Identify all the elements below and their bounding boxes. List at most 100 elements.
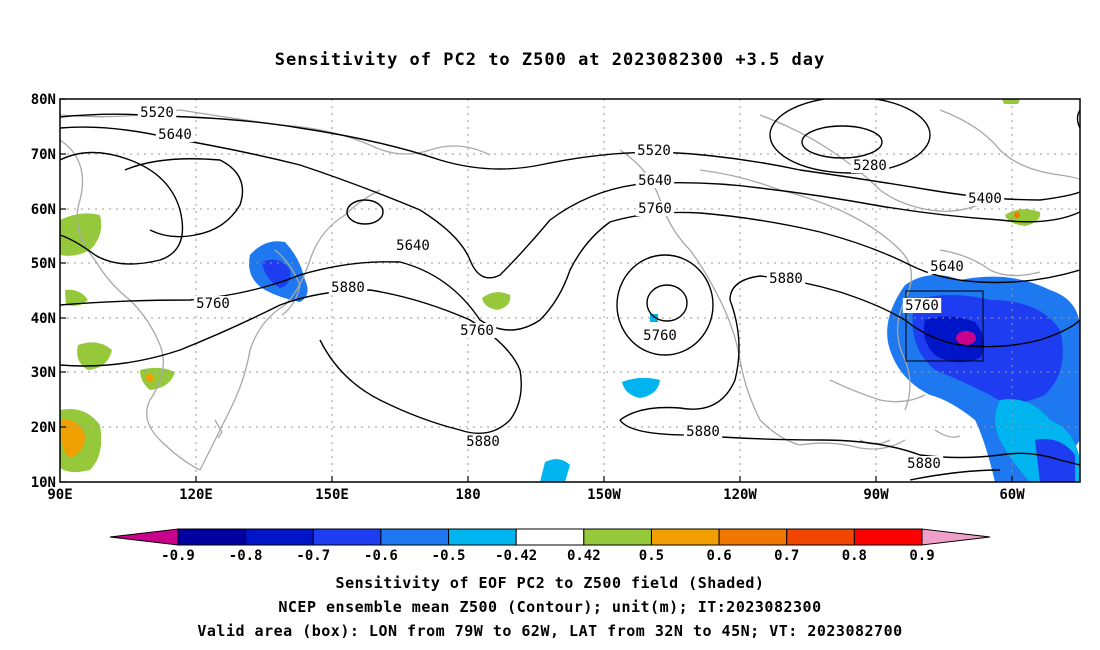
valid-area-box	[905, 290, 984, 362]
contour-low-5760-outer	[616, 254, 714, 356]
contour-low-5280-inner	[801, 125, 883, 159]
contour-label: 5640	[155, 127, 195, 143]
lon-tick-label: 90W	[863, 487, 889, 503]
svg-text:5760: 5760	[460, 323, 494, 339]
lat-tick-label: 30N	[31, 365, 56, 381]
contour-label: 5400	[965, 191, 1005, 207]
svg-text:5640: 5640	[396, 238, 430, 254]
colorbar-box	[583, 528, 652, 546]
contour-label: 5880	[463, 434, 503, 450]
page-title: Sensitivity of PC2 to Z500 at 2023082300…	[274, 50, 826, 70]
colorbar-label: 0.7	[774, 548, 799, 564]
contour-label: 5640	[927, 259, 967, 275]
contour-label: 5640	[393, 238, 433, 254]
colorbar-label: 0.5	[639, 548, 664, 564]
shade-atlantic-core	[923, 316, 984, 363]
caption-line-2: NCEP ensemble mean Z500 (Contour); unit(…	[278, 598, 822, 616]
lat-tick-label: 10N	[31, 475, 56, 491]
colorbar-label: 0.6	[706, 548, 731, 564]
lon-tick-label: 150W	[587, 487, 621, 503]
lon-tick-label: 90E	[47, 487, 72, 503]
lat-tick-label: 20N	[31, 420, 56, 436]
axis-ticks	[60, 98, 1013, 483]
svg-text:5280: 5280	[853, 158, 887, 174]
colorbar-label: -0.9	[161, 548, 195, 564]
contour-5640-loop	[124, 158, 244, 238]
colorbar-box	[515, 528, 585, 546]
colorbar-label: -0.8	[229, 548, 263, 564]
contour-low-5280-outer	[769, 99, 931, 174]
svg-text:5640: 5640	[638, 173, 672, 189]
lon-axis: 90E 120E 150E 180 150W 120W 90W 60W	[47, 487, 1025, 503]
contour-label: 5760	[193, 296, 233, 312]
plot-frame	[59, 98, 1081, 483]
colorbar-box	[245, 528, 314, 546]
contour-label: 5280	[850, 158, 890, 174]
contour-label: 5760	[457, 323, 497, 339]
svg-text:5520: 5520	[140, 105, 174, 121]
svg-text:5880: 5880	[331, 280, 365, 296]
colorbar-box	[718, 528, 788, 546]
contour-label: 5520	[137, 105, 177, 121]
colorbar-box	[177, 528, 247, 546]
contour-5640-north	[60, 126, 1080, 279]
svg-text:5880: 5880	[769, 271, 803, 287]
colorbar-box	[853, 528, 923, 546]
contour-5880	[60, 289, 522, 434]
svg-text:5640: 5640	[158, 127, 192, 143]
colorbar-label: -0.6	[364, 548, 398, 564]
colorbar-label: -0.5	[432, 548, 466, 564]
colorbar-box	[448, 528, 517, 546]
lat-tick-label: 60N	[31, 202, 56, 218]
lat-tick-label: 40N	[31, 311, 56, 327]
contour-labels: 5520 5640 5520 5280 5400 5640 5760 5640 5640 5760…	[137, 105, 1005, 472]
contour-low-5760-inner	[646, 284, 688, 322]
contour-5760-main	[60, 211, 1080, 331]
lat-tick-label: 70N	[31, 147, 56, 163]
svg-text:5640: 5640	[930, 259, 964, 275]
svg-text:5880: 5880	[686, 424, 720, 440]
colorbar-box	[312, 528, 382, 546]
contour-label: 5520	[634, 143, 674, 159]
svg-text:5760: 5760	[905, 298, 939, 314]
contour-label: 5760	[902, 298, 942, 314]
svg-text:5880: 5880	[466, 434, 500, 450]
shade-atlantic-peak	[956, 331, 976, 345]
contour-5520	[60, 113, 1080, 201]
contour-5760	[60, 151, 184, 265]
svg-text:5400: 5400	[968, 191, 1002, 207]
colorbar: -0.9 -0.8 -0.7 -0.6 -0.5 -0.42 0.42 0.5 0.6 0.7 0.…	[109, 528, 991, 564]
colorbar-label: 0.9	[909, 548, 934, 564]
coastlines	[60, 109, 1080, 471]
contour-label: 5880	[904, 456, 944, 472]
colorbar-label: 0.42	[567, 548, 601, 564]
contour-label: 5880	[683, 424, 723, 440]
contour-label: 5760	[635, 201, 675, 217]
lon-tick-label: 60W	[999, 487, 1025, 503]
lat-tick-label: 50N	[31, 256, 56, 272]
colorbar-triangle-low	[109, 528, 179, 546]
contour-label: 5760	[640, 328, 680, 344]
caption-line-3: Valid area (box): LON from 79W to 62W, L…	[197, 622, 903, 640]
lon-tick-label: 120W	[723, 487, 757, 503]
lat-tick-label: 80N	[31, 92, 56, 108]
colorbar-label: -0.42	[495, 548, 537, 564]
colorbar-box	[650, 528, 720, 546]
lon-tick-label: 150E	[315, 487, 349, 503]
svg-text:5760: 5760	[196, 296, 230, 312]
svg-text:5760: 5760	[638, 201, 672, 217]
colorbar-label: -0.7	[296, 548, 330, 564]
contour-label: 5880	[328, 280, 368, 296]
svg-text:5520: 5520	[637, 143, 671, 159]
contour-label: 5880	[766, 271, 806, 287]
colorbar-box	[786, 528, 855, 546]
lon-tick-label: 120E	[179, 487, 213, 503]
contour-label: 5640	[635, 173, 675, 189]
svg-text:5880: 5880	[907, 456, 941, 472]
colorbar-label: 0.8	[842, 548, 867, 564]
shade-pacific-green	[482, 292, 511, 310]
lon-tick-label: 180	[455, 487, 480, 503]
caption-line-1: Sensitivity of EOF PC2 to Z500 field (Sh…	[335, 574, 765, 592]
lat-axis: 80N 70N 60N 50N 40N 30N 20N 10N	[31, 92, 56, 491]
